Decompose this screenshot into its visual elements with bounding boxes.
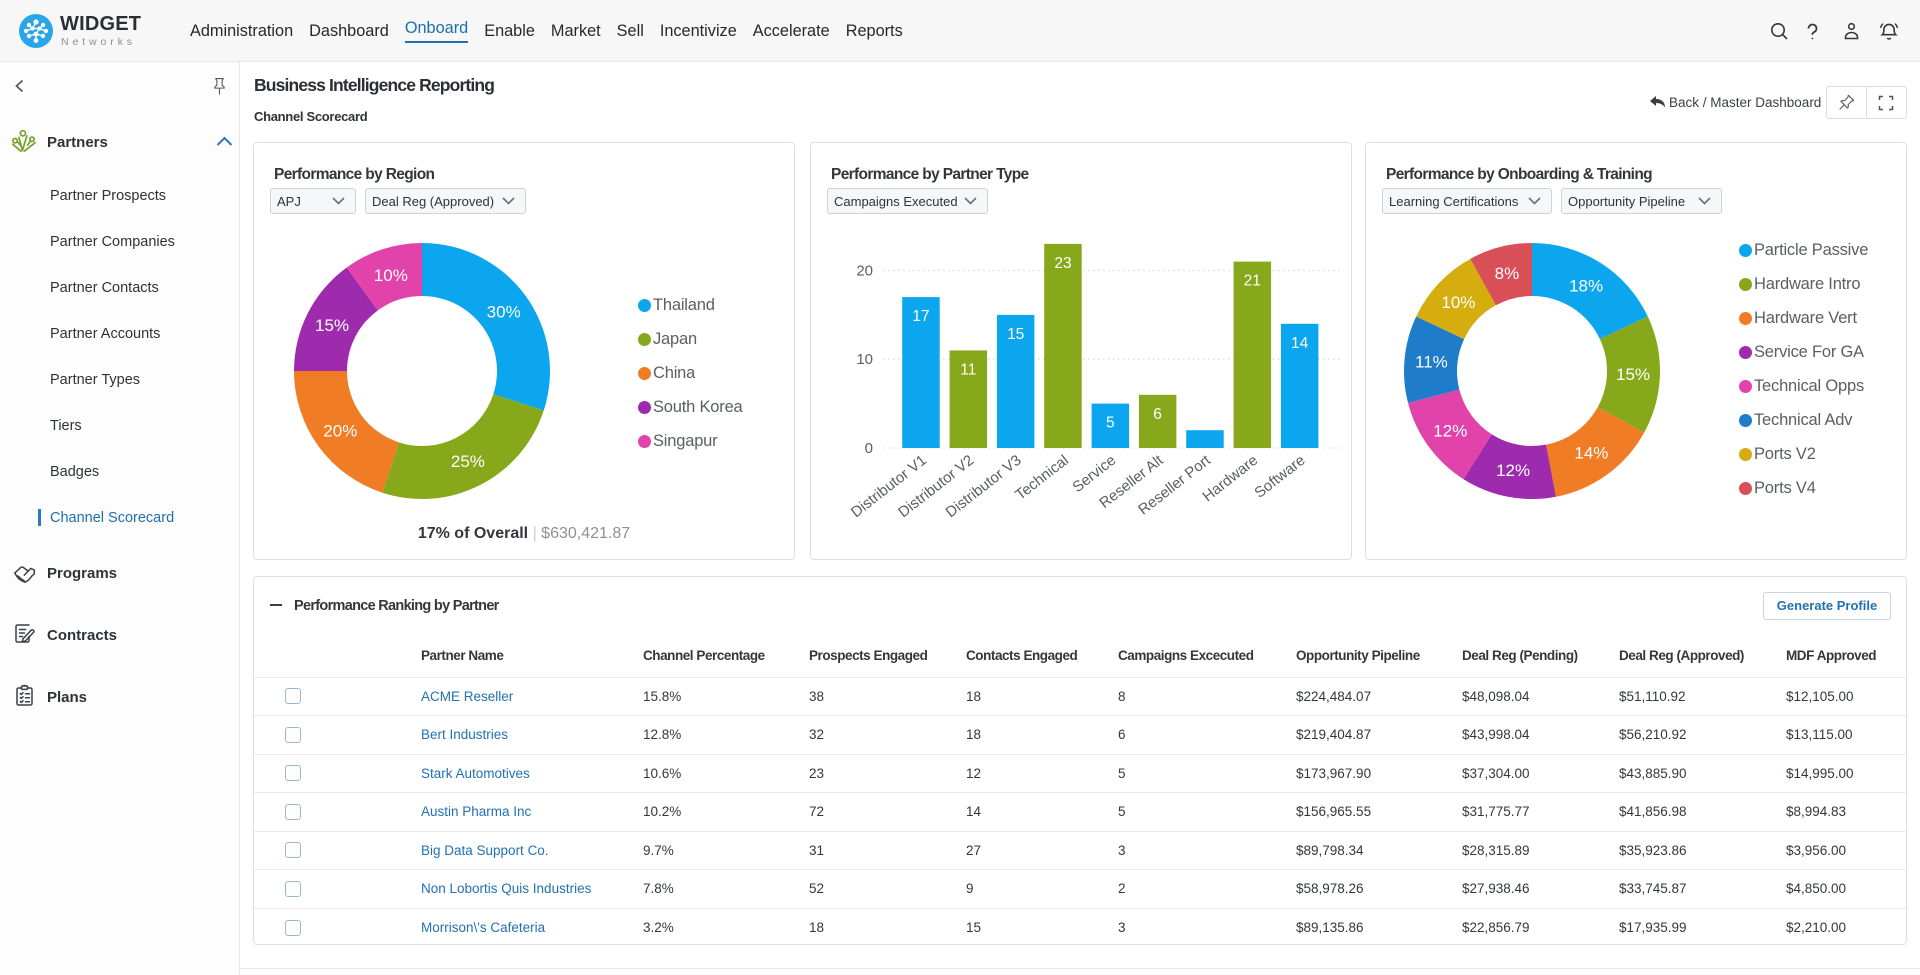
svg-text:8%: 8% (1495, 264, 1520, 283)
svg-text:0: 0 (865, 440, 873, 457)
svg-text:15: 15 (1007, 326, 1024, 343)
svg-text:23: 23 (1054, 255, 1071, 272)
svg-text:10%: 10% (374, 266, 408, 285)
svg-text:17: 17 (912, 308, 929, 325)
svg-text:20: 20 (856, 263, 873, 280)
svg-text:15%: 15% (315, 316, 349, 335)
svg-text:20%: 20% (323, 421, 357, 440)
svg-text:11%: 11% (1415, 353, 1448, 372)
svg-text:21: 21 (1244, 273, 1261, 290)
svg-text:Technical: Technical (1012, 452, 1072, 504)
svg-text:18%: 18% (1569, 277, 1603, 296)
svg-text:15%: 15% (1616, 365, 1650, 384)
svg-text:12%: 12% (1433, 421, 1467, 440)
svg-text:10%: 10% (1441, 293, 1475, 312)
svg-text:30%: 30% (487, 303, 521, 322)
svg-text:Software: Software (1251, 452, 1308, 502)
svg-text:25%: 25% (451, 452, 485, 471)
svg-text:14%: 14% (1574, 444, 1608, 463)
svg-text:6: 6 (1153, 406, 1162, 423)
svg-text:10: 10 (856, 351, 873, 368)
svg-text:5: 5 (1106, 415, 1115, 432)
svg-text:14: 14 (1291, 335, 1309, 352)
svg-text:12%: 12% (1496, 461, 1530, 480)
svg-text:11: 11 (960, 361, 976, 378)
